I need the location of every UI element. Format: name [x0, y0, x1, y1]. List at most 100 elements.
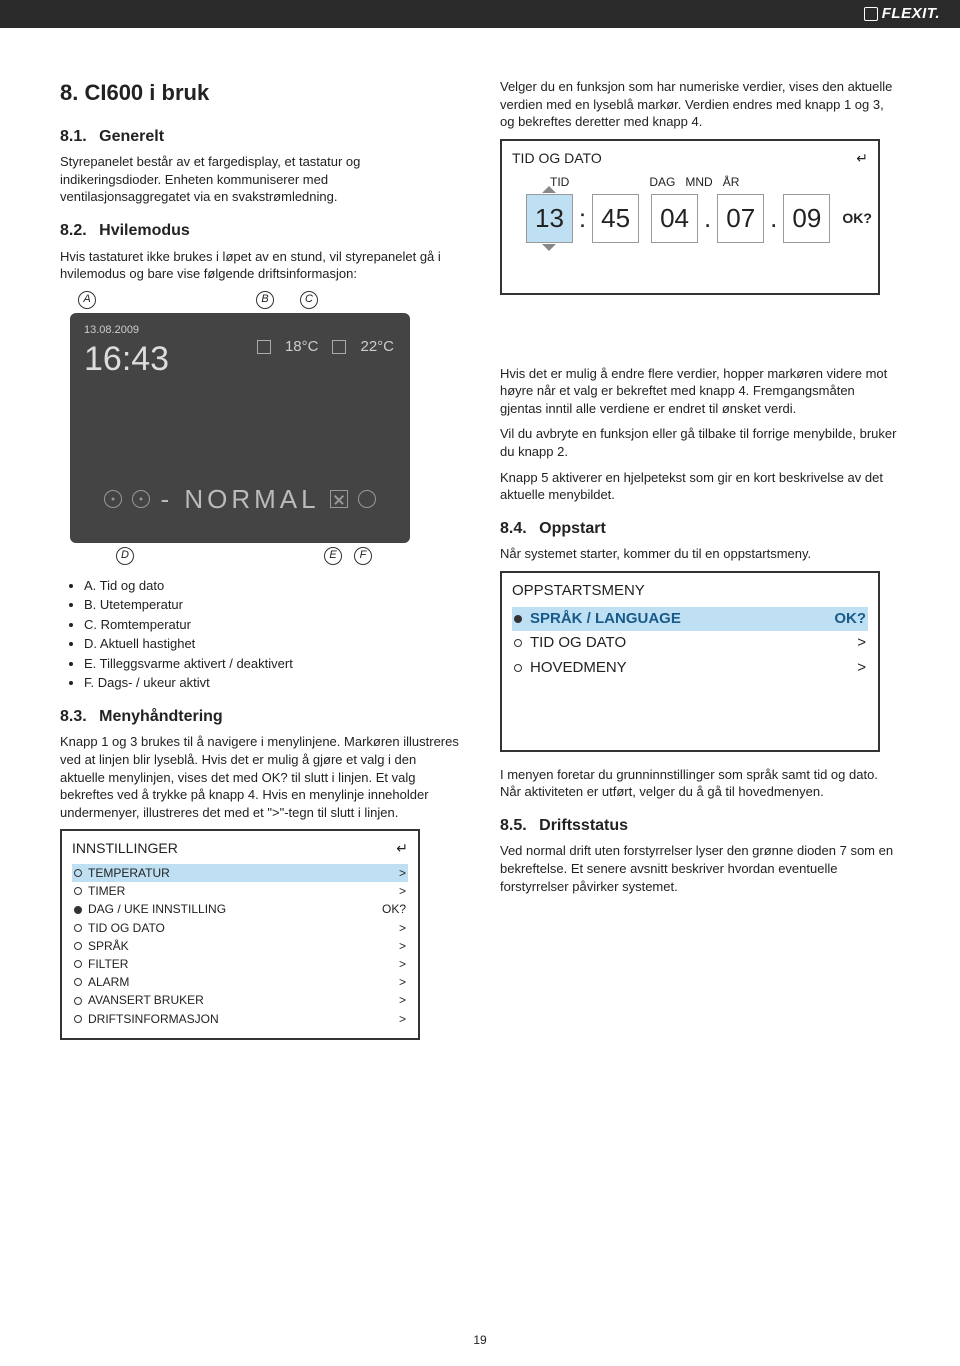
menu-item-label: ALARM — [88, 974, 129, 990]
menu-title-row: INNSTILLINGER ↵ — [72, 839, 408, 858]
fan-icon — [132, 490, 150, 508]
menu-item[interactable]: TID OG DATO > — [72, 919, 408, 937]
callout-a: A — [78, 291, 96, 309]
time-date-panel: TID OG DATO ↵ TID DAG MND ÅR 13 : 45 04 … — [500, 139, 880, 295]
bullet-icon — [514, 639, 522, 647]
menu-item[interactable]: DAG / UKE INNSTILLINGOK? — [72, 900, 408, 918]
startup-menu-item[interactable]: TID OG DATO > — [512, 631, 868, 655]
startup-item-suffix: OK? — [834, 609, 866, 629]
right-para-2: Hvis det er mulig å endre flere verdier,… — [500, 365, 900, 418]
startup-title: OPPSTARTSMENY — [512, 581, 868, 601]
menu-item[interactable]: DRIFTSINFORMASJON> — [72, 1010, 408, 1028]
hdr-dag: DAG — [649, 174, 675, 190]
bullet-icon — [74, 906, 82, 914]
section-8-1-title: 8.1. Generelt — [60, 126, 460, 148]
dot: . — [704, 201, 711, 236]
back-icon: ↵ — [396, 839, 408, 858]
menu-item[interactable]: AVANSERT BRUKER > — [72, 991, 408, 1009]
section-8-2-body: Hvis tastaturet ikke brukes i løpet av e… — [60, 248, 460, 283]
right-para-4: Knapp 5 aktiverer en hjelpetekst som gir… — [500, 469, 900, 504]
startup-menu-item[interactable]: SPRÅK / LANGUAGEOK? — [512, 607, 868, 631]
bullet-icon — [74, 924, 82, 932]
display-date: 13.08.2009 — [84, 323, 396, 338]
startup-item-label: TID OG DATO — [530, 633, 626, 653]
subtitle-number: 8.3. — [60, 708, 87, 725]
ok-prompt: OK? — [842, 209, 872, 228]
menu-item-suffix: OK? — [382, 901, 406, 917]
back-icon: ↵ — [856, 149, 868, 168]
section-8-4-body: Når systemet starter, kommer du til en o… — [500, 545, 900, 563]
subtitle-text: Menyhåndtering — [99, 708, 223, 725]
subtitle-number: 8.1. — [60, 128, 87, 145]
menu-item-label: TIMER — [88, 883, 125, 899]
header-bar: FLEXIT. — [0, 0, 960, 28]
startup-menu-item[interactable]: HOVEDMENY > — [512, 656, 868, 680]
section-8-4-title: 8.4. Oppstart — [500, 518, 900, 540]
weather-icon — [257, 340, 271, 354]
subtitle-number: 8.5. — [500, 817, 527, 834]
fan-icon — [104, 490, 122, 508]
menu-item-label: FILTER — [88, 956, 128, 972]
display-panel: 13.08.2009 16:43 18°C 22°C - NORMAL — [70, 313, 410, 543]
page-content: 8. CI600 i bruk 8.1. Generelt Styrepanel… — [0, 28, 960, 1040]
bullet-icon — [74, 887, 82, 895]
clock-icon — [358, 490, 376, 508]
menu-title: INNSTILLINGER — [72, 839, 178, 858]
left-col: 8. CI600 i bruk 8.1. Generelt Styrepanel… — [60, 78, 460, 1040]
callout-d: D — [116, 547, 134, 565]
temp-inside: 22°C — [360, 337, 394, 357]
menu-item[interactable]: SPRÅK> — [72, 937, 408, 955]
display-mode-row: - NORMAL — [70, 482, 410, 517]
menu-item[interactable]: TEMPERATUR > — [72, 864, 408, 882]
callout-c: C — [300, 291, 318, 309]
temp-outside: 18°C — [285, 337, 319, 357]
subtitle-text: Hvilemodus — [99, 222, 190, 239]
bullet-icon — [74, 1015, 82, 1023]
legend-item: C. Romtemperatur — [84, 616, 460, 634]
day-field[interactable]: 04 — [651, 194, 698, 243]
minutes-field[interactable]: 45 — [592, 194, 639, 243]
startup-menu: OPPSTARTSMENY SPRÅK / LANGUAGEOK?TID OG … — [500, 571, 880, 752]
thermometer-icon — [332, 340, 346, 354]
bullet-icon — [74, 942, 82, 950]
hours-field[interactable]: 13 — [526, 194, 573, 243]
menu-item-label: TID OG DATO — [88, 920, 165, 936]
menu-item[interactable]: FILTER> — [72, 955, 408, 973]
subtitle-number: 8.2. — [60, 222, 87, 239]
menu-item-suffix: > — [399, 920, 406, 936]
startup-item-label: HOVEDMENY — [530, 658, 627, 678]
startup-item-suffix: > — [857, 633, 866, 653]
section-8-3-body: Knapp 1 og 3 brukes til å navigere i men… — [60, 733, 460, 821]
display-temps: 18°C 22°C — [257, 337, 394, 357]
legend-item: A. Tid og dato — [84, 577, 460, 595]
section-8-2-title: 8.2. Hvilemodus — [60, 220, 460, 242]
labels-bottom-row: D E F — [116, 547, 460, 565]
subtitle-text: Driftsstatus — [539, 817, 628, 834]
menu-item[interactable]: ALARM> — [72, 973, 408, 991]
menu-item[interactable]: TIMER> — [72, 882, 408, 900]
legend-item: B. Utetemperatur — [84, 596, 460, 614]
legend-item: D. Aktuell hastighet — [84, 635, 460, 653]
menu-item-suffix: > — [399, 992, 406, 1008]
hdr-mnd: MND — [685, 174, 712, 190]
panel-title: TID OG DATO — [512, 149, 602, 168]
right-col: Velger du en funksjon som har numeriske … — [500, 78, 900, 1040]
subtitle-text: Generelt — [99, 128, 164, 145]
right-para-3: Vil du avbryte en funksjon eller gå tilb… — [500, 425, 900, 460]
display-mode-text: - NORMAL — [160, 482, 319, 517]
startup-item-suffix: > — [857, 658, 866, 678]
year-field[interactable]: 09 — [783, 194, 830, 243]
menu-item-suffix: > — [399, 865, 406, 881]
legend-item: E. Tilleggsvarme aktivert / deaktivert — [84, 655, 460, 673]
right-intro: Velger du en funksjon som har numeriske … — [500, 78, 900, 131]
month-field[interactable]: 07 — [717, 194, 764, 243]
menu-item-label: TEMPERATUR — [88, 865, 170, 881]
time-date-headers: TID DAG MND ÅR — [550, 174, 868, 190]
brand-logo: FLEXIT. — [864, 4, 940, 24]
bullet-icon — [74, 997, 82, 1005]
section-8-title: 8. CI600 i bruk — [60, 78, 460, 108]
menu-item-label: AVANSERT BRUKER — [88, 992, 204, 1008]
bullet-icon — [514, 664, 522, 672]
settings-menu: INNSTILLINGER ↵ TEMPERATUR>TIMER>DAG / U… — [60, 829, 420, 1040]
heater-off-icon — [330, 490, 348, 508]
